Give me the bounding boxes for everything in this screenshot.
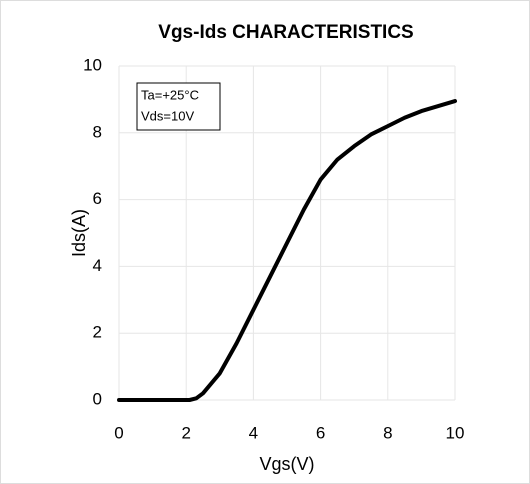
- y-tick-label: 10: [83, 55, 102, 74]
- annotation-box: [136, 82, 221, 131]
- x-tick-label: 8: [383, 423, 392, 442]
- y-tick-label: 2: [93, 323, 102, 342]
- y-axis-label: Ids(A): [69, 209, 89, 257]
- x-axis-label: Vgs(V): [259, 454, 314, 474]
- x-tick-label: 0: [114, 423, 123, 442]
- y-tick-label: 4: [93, 256, 102, 275]
- line-series: [117, 99, 457, 402]
- x-tick-label: 10: [446, 423, 465, 442]
- annotation: Ta=+25°C: [141, 87, 199, 102]
- x-tick-label: 6: [316, 423, 325, 442]
- x-tick-label: 4: [249, 423, 258, 442]
- y-tick-label: 8: [93, 122, 102, 141]
- x-tick-label: 2: [181, 423, 190, 442]
- annotation: Vds=10V: [141, 108, 194, 123]
- chart-title: Vgs-Ids CHARACTERISTICS: [158, 22, 413, 43]
- y-tick-label: 6: [93, 189, 102, 208]
- y-tick-label: 0: [93, 389, 102, 408]
